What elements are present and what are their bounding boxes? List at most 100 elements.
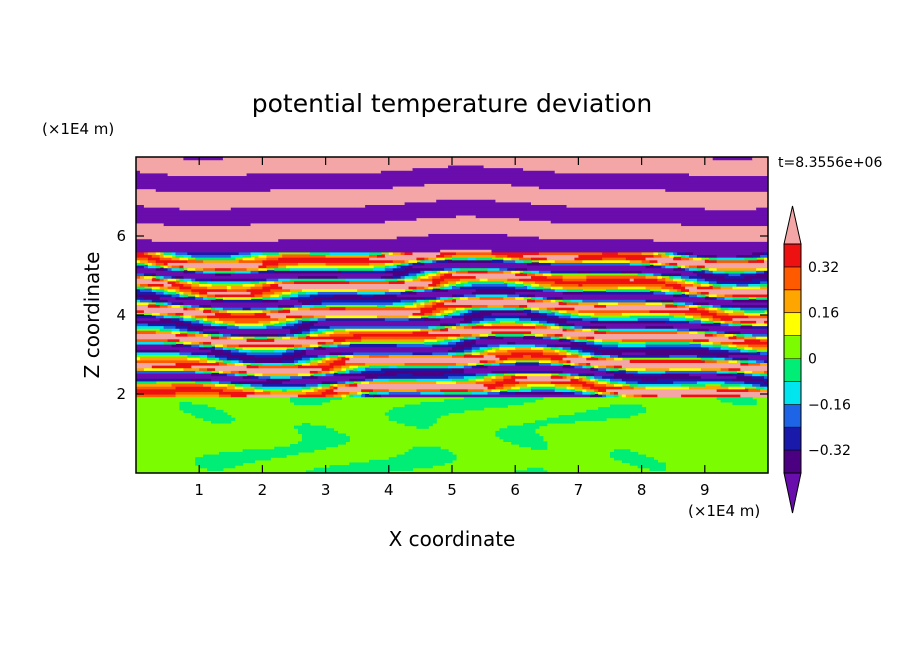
contour-cell (732, 322, 741, 327)
contour-cell (613, 391, 619, 395)
contour-cell (531, 283, 540, 287)
contour-cell (475, 257, 493, 261)
contour-cell (696, 307, 706, 311)
contour-cell (226, 357, 240, 361)
contour-cell (645, 386, 690, 390)
contour-cell (712, 315, 749, 319)
contour-cell (159, 328, 173, 332)
contour-cell (199, 346, 208, 350)
contour-cell (365, 378, 374, 382)
contour-cell (412, 275, 418, 279)
contour-cell (495, 199, 768, 203)
contour-cell (136, 259, 141, 263)
contour-cell (598, 380, 607, 385)
contour-cell (179, 349, 212, 353)
contour-cell (297, 336, 307, 340)
contour-cell (203, 454, 287, 458)
contour-cell (408, 286, 418, 290)
contour-cell (258, 375, 271, 379)
contour-cell (495, 359, 504, 363)
contour-cell (151, 238, 279, 242)
contour-cell (594, 375, 603, 379)
contour-cell (246, 338, 275, 342)
contour-cell (724, 357, 734, 361)
contour-cell (475, 214, 768, 219)
contour-cell (317, 333, 331, 337)
contour-cell (610, 378, 623, 382)
contour-cell (720, 322, 730, 327)
contour-cell (606, 365, 615, 369)
contour-cell (436, 254, 445, 258)
contour-cell (491, 362, 500, 366)
contour-cell (369, 391, 378, 395)
contour-cell (412, 262, 421, 266)
contour-cell (191, 315, 196, 319)
contour-cell (218, 336, 228, 340)
contour-cell (471, 351, 481, 356)
contour-cell (278, 264, 287, 269)
contour-cell (155, 267, 165, 271)
contour-cell (432, 267, 445, 271)
contour-cell (155, 188, 271, 192)
contour-cell (669, 312, 686, 316)
contour-cell (187, 354, 200, 358)
contour-cell (487, 346, 493, 350)
contour-cell (736, 283, 749, 287)
contour-cell (606, 357, 615, 361)
contour-cell (681, 264, 686, 269)
contour-cell (365, 362, 406, 366)
contour-cell (467, 280, 504, 284)
contour-cell (321, 372, 327, 377)
contour-cell (373, 293, 398, 298)
contour-cell (400, 275, 406, 279)
contour-cell (499, 428, 536, 432)
contour-cell (282, 388, 287, 392)
contour-cell (677, 288, 682, 292)
contour-cell (179, 401, 192, 406)
contour-cell (637, 380, 674, 385)
contour-cell (408, 449, 449, 453)
contour-cell (546, 257, 576, 261)
contour-cell (503, 296, 516, 300)
contour-cell (226, 354, 256, 358)
contour-cell (712, 270, 726, 274)
contour-cell (282, 296, 291, 300)
contour-cell (136, 301, 149, 306)
contour-cell (606, 394, 615, 398)
contour-cell (744, 346, 753, 350)
contour-cell (195, 315, 208, 319)
contour-cell (333, 388, 362, 392)
contour-cell (444, 267, 453, 271)
contour-cell (286, 349, 295, 353)
contour-cell (136, 257, 149, 261)
contour-cell (309, 317, 319, 321)
contour-cell (349, 370, 362, 374)
contour-cell (266, 254, 283, 258)
contour-cell (424, 312, 433, 316)
contour-cell (487, 365, 564, 369)
contour-cell (143, 264, 149, 269)
contour-cell (471, 304, 489, 308)
contour-cell (337, 357, 342, 361)
contour-cell (420, 307, 437, 311)
contour-cell (254, 359, 283, 363)
contour-cell (471, 338, 477, 342)
contour-cell (515, 383, 528, 387)
contour-cell (191, 286, 208, 290)
contour-cell (760, 388, 768, 392)
contour-cell (448, 296, 453, 300)
contour-cell (424, 299, 429, 303)
contour-cell (629, 259, 643, 263)
contour-cell (649, 259, 658, 263)
contour-cell (309, 330, 315, 335)
contour-cell (136, 372, 212, 377)
contour-cell (546, 325, 552, 329)
contour-cell (424, 183, 512, 187)
contour-cell (495, 354, 524, 358)
contour-cell (333, 394, 342, 398)
contour-cell (459, 333, 473, 337)
contour-cell (716, 309, 726, 313)
contour-cell (455, 325, 465, 329)
contour-cell (716, 257, 745, 261)
contour-cell (459, 338, 465, 342)
